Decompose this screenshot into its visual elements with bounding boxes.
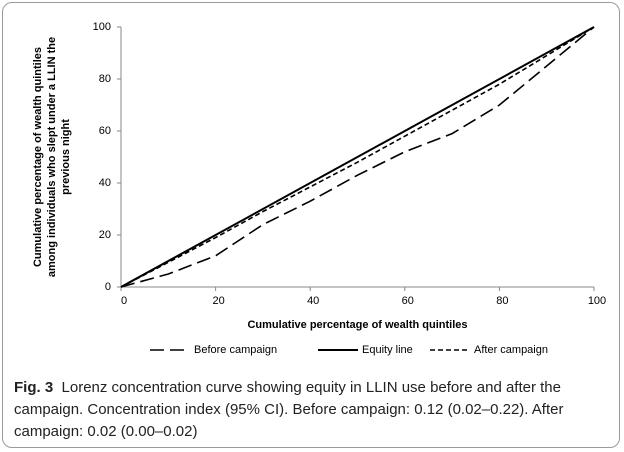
chart: 0 20 40 60 80 100 0 20 40 60 80 100 Cumulative perce… [32,21,606,356]
x-tick-label: 60 [402,295,414,307]
legend-label: After campaign [474,344,548,356]
legend-label: Equity line [362,344,413,356]
y-tick-label: 80 [99,73,111,85]
y-axis-label: Cumulative percentage of wealth quintile… [32,47,44,267]
y-tick-label: 40 [99,177,111,189]
y-axis-label: previous night [60,119,72,195]
y-tick-label: 100 [93,21,111,33]
frame [2,2,620,448]
x-tick-label: 100 [588,295,606,307]
y-tick-label: 0 [105,281,111,293]
x-tick-label: 40 [307,295,319,307]
x-tick-label: 0 [121,295,127,307]
caption: Fig. 3 Lorenz concentration curve showin… [14,377,614,443]
x-tick-label: 20 [212,295,224,307]
legend-label: Before campaign [194,344,277,356]
series-line [120,26,595,288]
y-tick-label: 60 [99,125,111,137]
caption-label: Fig. 3 [14,379,54,396]
y-axis-label: among individuals who slept under a LLIN… [46,37,58,277]
x-axis-label: Cumulative percentage of wealth quintile… [247,319,467,331]
series-line [120,26,595,288]
y-tick-label: 20 [99,229,111,241]
x-tick-label: 80 [496,295,508,307]
series-line [120,26,595,288]
caption-text: Lorenz concentration curve showing equit… [14,379,564,440]
